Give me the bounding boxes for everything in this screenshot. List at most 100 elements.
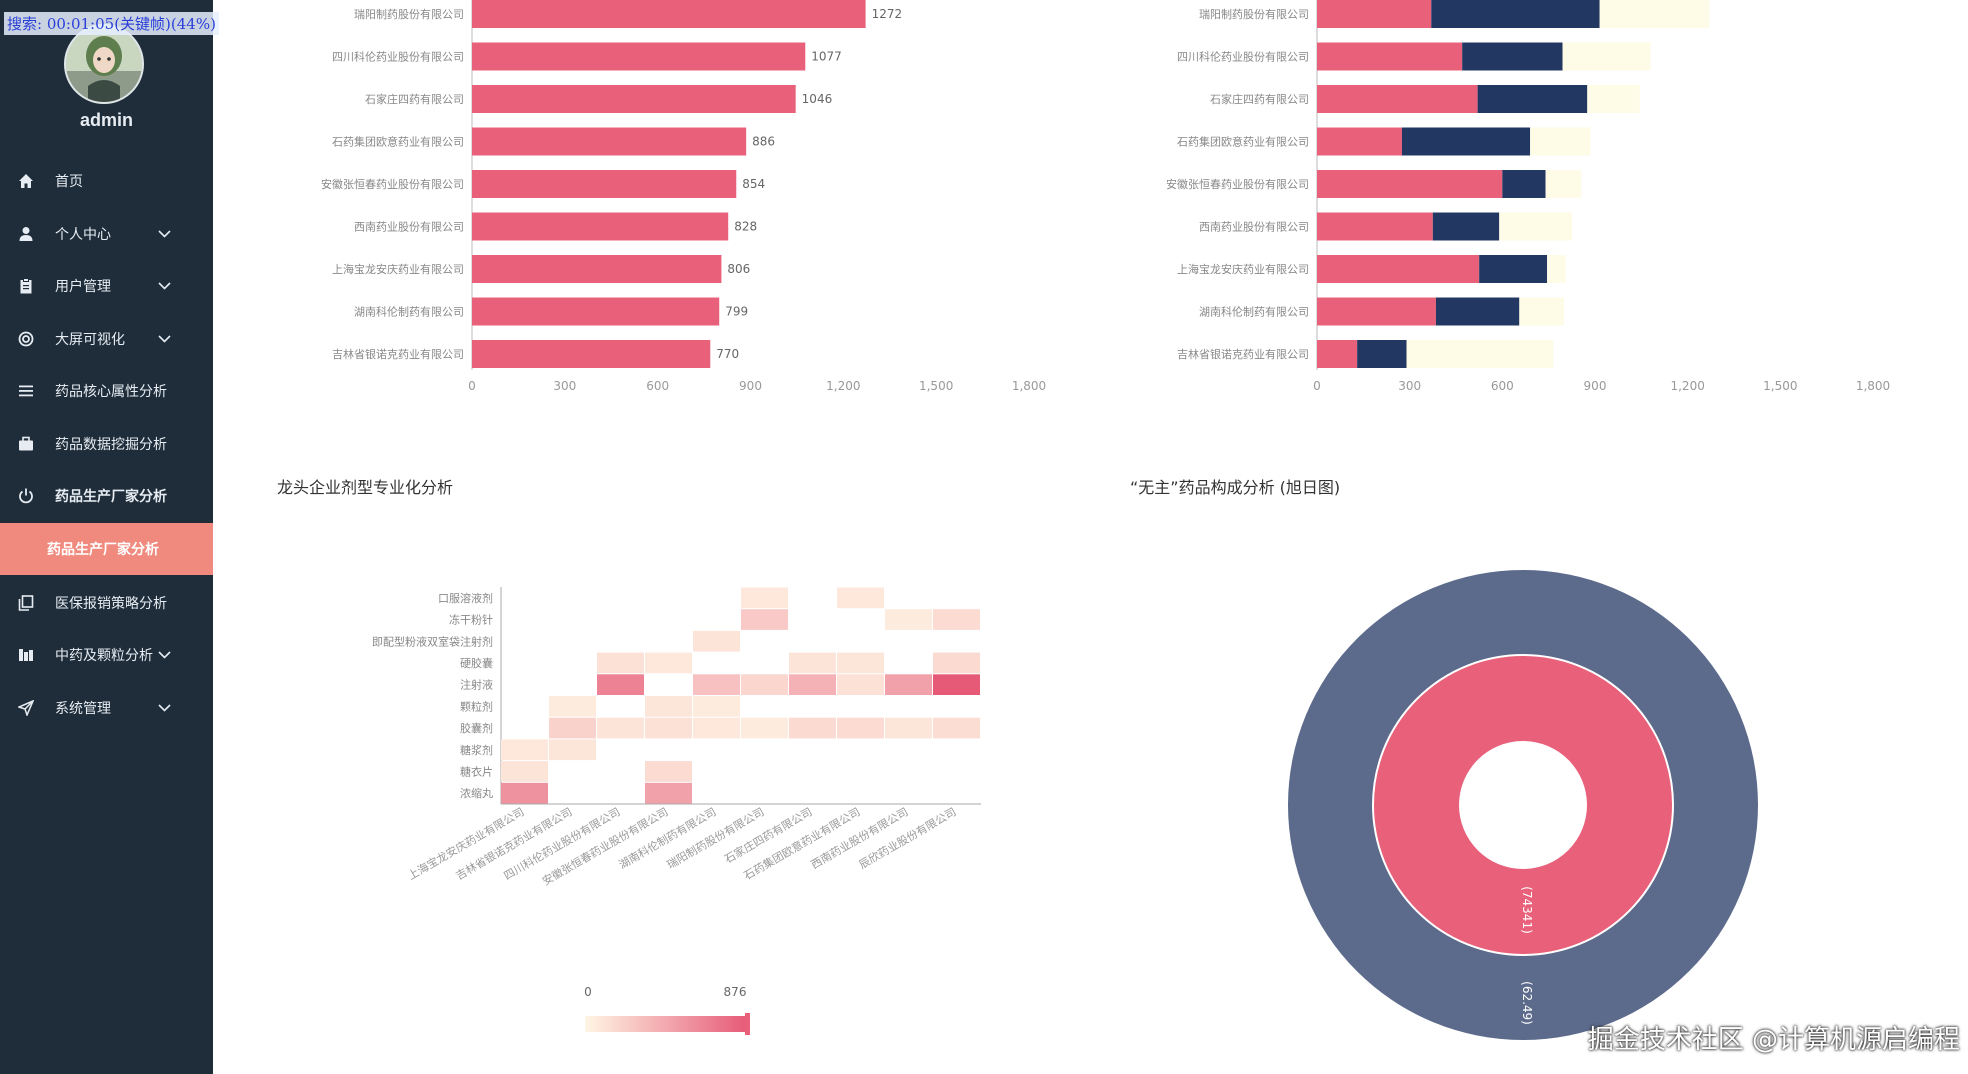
manufacturer-count-bar-chart: 瑞阳制药股份有限公司 1272 四川科伦药业股份有限公司 1077 石家庄四药有限公司 1…	[321, 0, 1046, 393]
bar-value-label: 770	[716, 347, 739, 361]
heatmap-cell	[789, 652, 836, 674]
x-tick-label: 0	[1313, 379, 1321, 393]
bar-value-label: 828	[734, 220, 757, 234]
heatmap-cell	[645, 761, 692, 782]
heatmap-y-label: 胶囊剂	[460, 721, 493, 735]
main-content: 瑞阳制药股份有限公司 1272 四川科伦药业股份有限公司 1077 石家庄四药有限公司 1…	[213, 0, 1968, 1074]
heatmap-cell	[837, 674, 884, 695]
chevron-down-icon	[157, 282, 171, 290]
heatmap-y-label: 口服溶液剂	[438, 591, 493, 605]
heatmap-y-label: 冻干粉针	[449, 613, 493, 627]
chevron-down-icon	[157, 651, 171, 659]
sidebar-subitem-manufacturer-analysis[interactable]: 药品生产厂家分析	[0, 522, 213, 575]
x-tick-label: 600	[1491, 379, 1514, 393]
x-tick-label: 1,800	[1856, 379, 1890, 393]
sidebar-item-tcm[interactable]: 中药及颗粒分析	[0, 629, 213, 682]
avatar[interactable]	[64, 24, 144, 104]
avatar-image	[66, 26, 142, 102]
heatmap-y-label: 浓缩丸	[460, 787, 493, 800]
stacked-bar-segment	[1462, 42, 1563, 71]
sidebar-item-big-screen[interactable]: 大屏可视化	[0, 313, 213, 366]
sidebar-item-core-attributes[interactable]: 药品核心属性分析	[0, 365, 213, 418]
y-tick-label: 上海宝龙安庆药业有限公司	[332, 262, 464, 276]
x-tick-label: 900	[1584, 379, 1607, 393]
y-tick-label: 瑞阳制药股份有限公司	[354, 7, 464, 21]
sunburst-chart: (74341) (62.49)	[1288, 570, 1758, 1040]
bar-value-label: 1077	[811, 50, 842, 64]
bar-chart-icon	[16, 645, 36, 665]
stacked-bar-segment	[1545, 170, 1582, 198]
stacked-bar-segment	[1477, 85, 1588, 113]
stacked-bar-segment	[1317, 297, 1436, 326]
heatmap-cell	[693, 674, 740, 695]
sidebar-item-personal-center[interactable]: 个人中心	[0, 208, 213, 261]
y-tick-label: 瑞阳制药股份有限公司	[1199, 7, 1309, 21]
heatmap-cell	[693, 717, 740, 739]
stacked-bar-segment	[1317, 212, 1433, 241]
heatmap-cell	[549, 696, 596, 717]
sidebar-item-insurance[interactable]: 医保报销策略分析	[0, 577, 213, 630]
power-icon	[16, 486, 36, 506]
x-tick-label: 0	[468, 379, 476, 393]
sidebar-item-user-management[interactable]: 用户管理	[0, 260, 213, 313]
bar	[472, 340, 711, 368]
stacked-bar-segment	[1317, 340, 1358, 368]
x-tick-label: 1,200	[1670, 379, 1704, 393]
bar-value-label: 799	[725, 305, 748, 319]
sunburst-center-hole	[1459, 741, 1587, 869]
visual-map-handle	[745, 1013, 750, 1035]
heatmap-cell	[885, 674, 932, 695]
bar	[472, 255, 722, 283]
sidebar-item-label: 个人中心	[55, 226, 111, 243]
y-tick-label: 石药集团欧意药业有限公司	[1177, 135, 1309, 149]
heatmap-cell	[645, 652, 692, 674]
heatmap-cell	[645, 782, 692, 804]
heatmap-cell	[837, 652, 884, 674]
sidebar-item-label: 中药及颗粒分析	[55, 648, 153, 665]
heatmap-y-label: 即配型粉液双室袋注射剂	[372, 634, 493, 648]
heatmap-cell	[501, 739, 548, 761]
y-tick-label: 四川科伦药业股份有限公司	[1177, 50, 1309, 64]
sidebar-item-manufacturer[interactable]: 药品生产厂家分析	[0, 470, 213, 523]
sidebar-item-label: 首页	[55, 174, 83, 191]
y-tick-label: 石家庄四药有限公司	[365, 92, 464, 106]
watermark: 掘金技术社区 @计算机源启编程	[1587, 1025, 1960, 1055]
sidebar-item-system[interactable]: 系统管理	[0, 682, 213, 735]
bar-value-label: 1272	[872, 7, 903, 21]
sidebar-item-label: 药品生产厂家分析	[55, 489, 167, 506]
bar	[472, 85, 796, 113]
stacked-bar-segment	[1357, 340, 1407, 368]
heatmap-cell	[741, 717, 788, 739]
sunburst-inner-label: (74341)	[1520, 886, 1534, 934]
briefcase-icon	[16, 434, 36, 454]
bar	[472, 170, 737, 198]
stacked-bar-segment	[1435, 297, 1520, 326]
bar	[472, 297, 720, 326]
bar-value-label: 886	[752, 135, 775, 149]
stacked-bar-segment	[1499, 212, 1572, 241]
heatmap-cell	[933, 609, 980, 630]
sidebar-item-label: 系统管理	[55, 700, 111, 717]
stacked-bar-segment	[1317, 127, 1402, 156]
heatmap-cell	[645, 696, 692, 717]
sidebar-item-label: 药品数据挖掘分析	[55, 436, 167, 453]
sidebar-item-home[interactable]: 首页	[0, 155, 213, 208]
y-tick-label: 四川科伦药业股份有限公司	[332, 50, 464, 64]
stacked-bar-segment	[1401, 127, 1531, 156]
user-icon	[16, 224, 36, 244]
heatmap-cell	[789, 674, 836, 695]
heatmap-cell	[933, 717, 980, 739]
stacked-bar-segment	[1317, 85, 1478, 113]
sidebar-item-data-mining[interactable]: 药品数据挖掘分析	[0, 418, 213, 471]
heatmap-cell	[837, 717, 884, 739]
chevron-down-icon	[157, 704, 171, 712]
x-tick-label: 900	[739, 379, 762, 393]
heatmap-cell	[501, 782, 548, 804]
y-tick-label: 吉林省银诺克药业有限公司	[332, 347, 464, 361]
heatmap-y-label: 硬胶囊	[460, 656, 493, 670]
sidebar-item-label: 医保报销策略分析	[55, 595, 167, 612]
visual-map-min-label: 0	[584, 985, 592, 999]
y-tick-label: 石药集团欧意药业有限公司	[332, 135, 464, 149]
stacked-bar-segment	[1530, 127, 1591, 156]
sidebar-item-label: 用户管理	[55, 279, 111, 296]
